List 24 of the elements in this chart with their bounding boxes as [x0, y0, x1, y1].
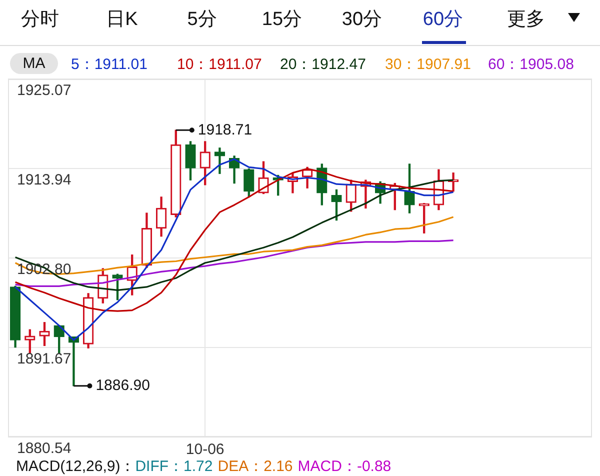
- text: 日K: [105, 8, 139, 32]
- text: MACD：-0.88: [298, 458, 392, 475]
- text: 30：1907.91: [385, 55, 471, 74]
- y-tick-label: 1891.67: [17, 350, 72, 368]
- text: 15分: [260, 8, 304, 32]
- text: 20：1912.47: [280, 55, 366, 74]
- annotation: 1918.71: [198, 121, 252, 138]
- text: 分时: [20, 8, 60, 32]
- text: 30分: [340, 8, 384, 32]
- x-tick-label: 10-06: [186, 441, 224, 458]
- text: 10：1911.07: [177, 55, 262, 74]
- text: MACD(12,26,9)：: [16, 458, 136, 475]
- y-tick-label: 1913.94: [17, 172, 72, 189]
- text: DEA：2.16: [218, 458, 293, 475]
- text: 60分: [422, 8, 464, 32]
- annotation: 1886.90: [96, 377, 150, 394]
- y-tick-label: 1925.07: [17, 82, 72, 100]
- text: DIFF：1.72: [135, 458, 213, 475]
- text: 60：1905.08: [488, 55, 574, 74]
- text: 更多: [506, 8, 546, 32]
- text: 5：1911.01: [71, 55, 148, 74]
- y-tick-label: 1880.54: [17, 440, 72, 458]
- text: 5分: [186, 8, 218, 32]
- legend-title: MA: [10, 53, 58, 74]
